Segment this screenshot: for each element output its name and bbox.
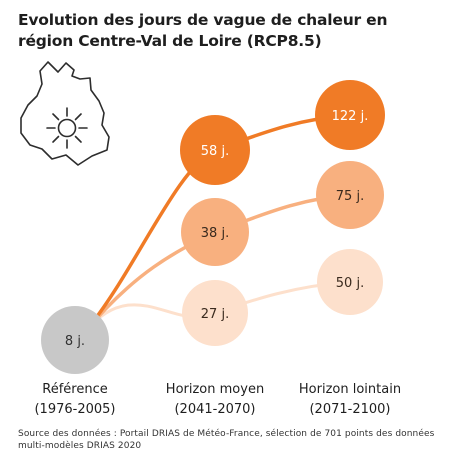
x-tick-label-0-0: Référence	[42, 382, 107, 397]
bubble-low-2	[317, 249, 383, 315]
data-label-medium-1: 38 j.	[201, 226, 229, 241]
bubble-medium-1	[181, 198, 249, 266]
x-tick-label-0-1: (1976-2005)	[34, 402, 115, 417]
bubble-medium-2	[316, 161, 384, 229]
data-label-high-1: 58 j.	[201, 144, 229, 159]
data-label-low-2: 50 j.	[336, 276, 364, 291]
sun-icon	[46, 107, 88, 149]
source-note: Source des données : Portail DRIAS de Mé…	[18, 429, 435, 451]
data-label-reference: 8 j.	[65, 334, 85, 349]
centre-val-de-loire-outline-icon	[20, 61, 110, 166]
x-tick-label-1-1: (2041-2070)	[174, 402, 255, 417]
x-tick-label-2-0: Horizon lointain	[299, 382, 401, 397]
bubble-reference	[41, 306, 109, 374]
data-label-low-1: 27 j.	[201, 307, 229, 322]
bubble-high-1	[180, 115, 250, 185]
chart-title: Evolution des jours de vague de chaleur …	[18, 11, 388, 50]
bubble-low-1	[182, 280, 248, 346]
x-tick-label-1-0: Horizon moyen	[166, 382, 264, 397]
x-tick-label-2-1: (2071-2100)	[309, 402, 390, 417]
data-label-high-2: 122 j.	[332, 109, 369, 124]
bubble-high-2	[315, 80, 385, 150]
data-label-medium-2: 75 j.	[336, 189, 364, 204]
